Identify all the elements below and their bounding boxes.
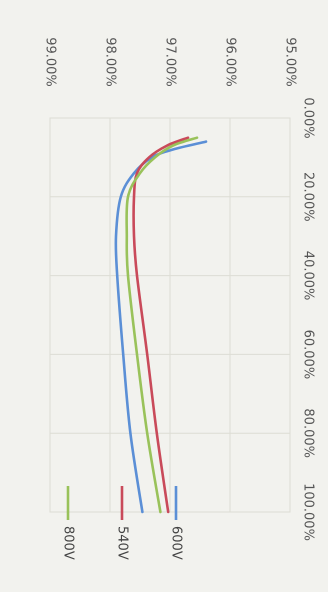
y-tick-label: 96.00% [223, 37, 238, 87]
series-line-800v [125, 136, 199, 514]
x-tick-label: 20.00% [301, 172, 316, 222]
grid [49, 117, 291, 513]
x-tick-label: 0.00% [301, 97, 316, 138]
y-tick-label: 99.00% [43, 37, 58, 87]
y-axis-ticks: 95.00% 96.00% 97.00% 98.00% 99.00% [43, 37, 298, 87]
x-tick-label: 80.00% [301, 408, 316, 458]
series-lines [114, 136, 208, 514]
legend-label: 800V [61, 526, 76, 560]
legend: 600V 540V 800V [61, 486, 184, 560]
legend-label: 600V [169, 526, 184, 560]
y-tick-label: 95.00% [283, 37, 298, 87]
legend-label: 540V [115, 526, 130, 560]
x-tick-label: 100.00% [301, 483, 316, 541]
x-tick-label: 60.00% [301, 330, 316, 380]
series-line-540v [132, 136, 190, 514]
x-axis-ticks: 0.00% 20.00% 40.00% 60.00% 80.00% 100.00% [301, 97, 316, 541]
y-tick-label: 97.00% [163, 37, 178, 87]
x-tick-label: 40.00% [301, 251, 316, 301]
y-tick-label: 98.00% [103, 37, 118, 87]
